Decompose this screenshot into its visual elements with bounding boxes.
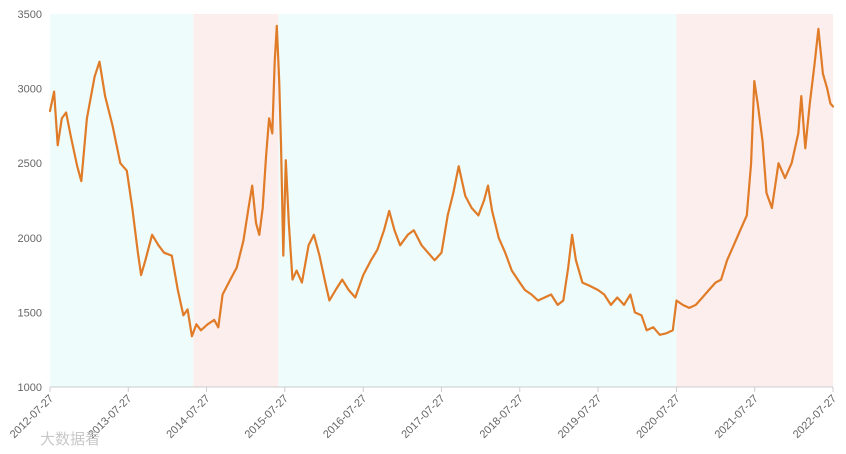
x-tick-label: 2019-07-27 xyxy=(556,393,604,441)
x-tick-label: 2021-07-27 xyxy=(713,393,761,441)
x-tick-label: 2017-07-27 xyxy=(399,393,447,441)
axes xyxy=(49,386,834,392)
x-tick-label: 2014-07-27 xyxy=(164,393,212,441)
y-tick-label: 1500 xyxy=(18,307,42,319)
y-tick-label: 1000 xyxy=(18,382,42,394)
x-tick-label: 2020-07-27 xyxy=(634,393,682,441)
y-tick-label: 2000 xyxy=(18,233,42,245)
y-tick-label: 3000 xyxy=(18,84,42,96)
background-regions xyxy=(50,14,833,387)
series-line-0 xyxy=(48,24,835,338)
x-tick-label: 2016-07-27 xyxy=(321,393,369,441)
x-tick-label: 2018-07-27 xyxy=(478,393,526,441)
region-band-1 xyxy=(193,14,279,387)
watermark-text: 大数据看 xyxy=(40,430,100,448)
region-band-2 xyxy=(278,14,677,387)
x-tick-label: 2022-07-27 xyxy=(791,393,839,441)
y-tick-label: 3500 xyxy=(18,9,42,21)
region-band-0 xyxy=(50,14,194,387)
region-band-3 xyxy=(676,14,833,387)
x-tick-label: 2015-07-27 xyxy=(243,393,291,441)
series xyxy=(48,24,835,338)
y-tick-label: 2500 xyxy=(18,158,42,170)
